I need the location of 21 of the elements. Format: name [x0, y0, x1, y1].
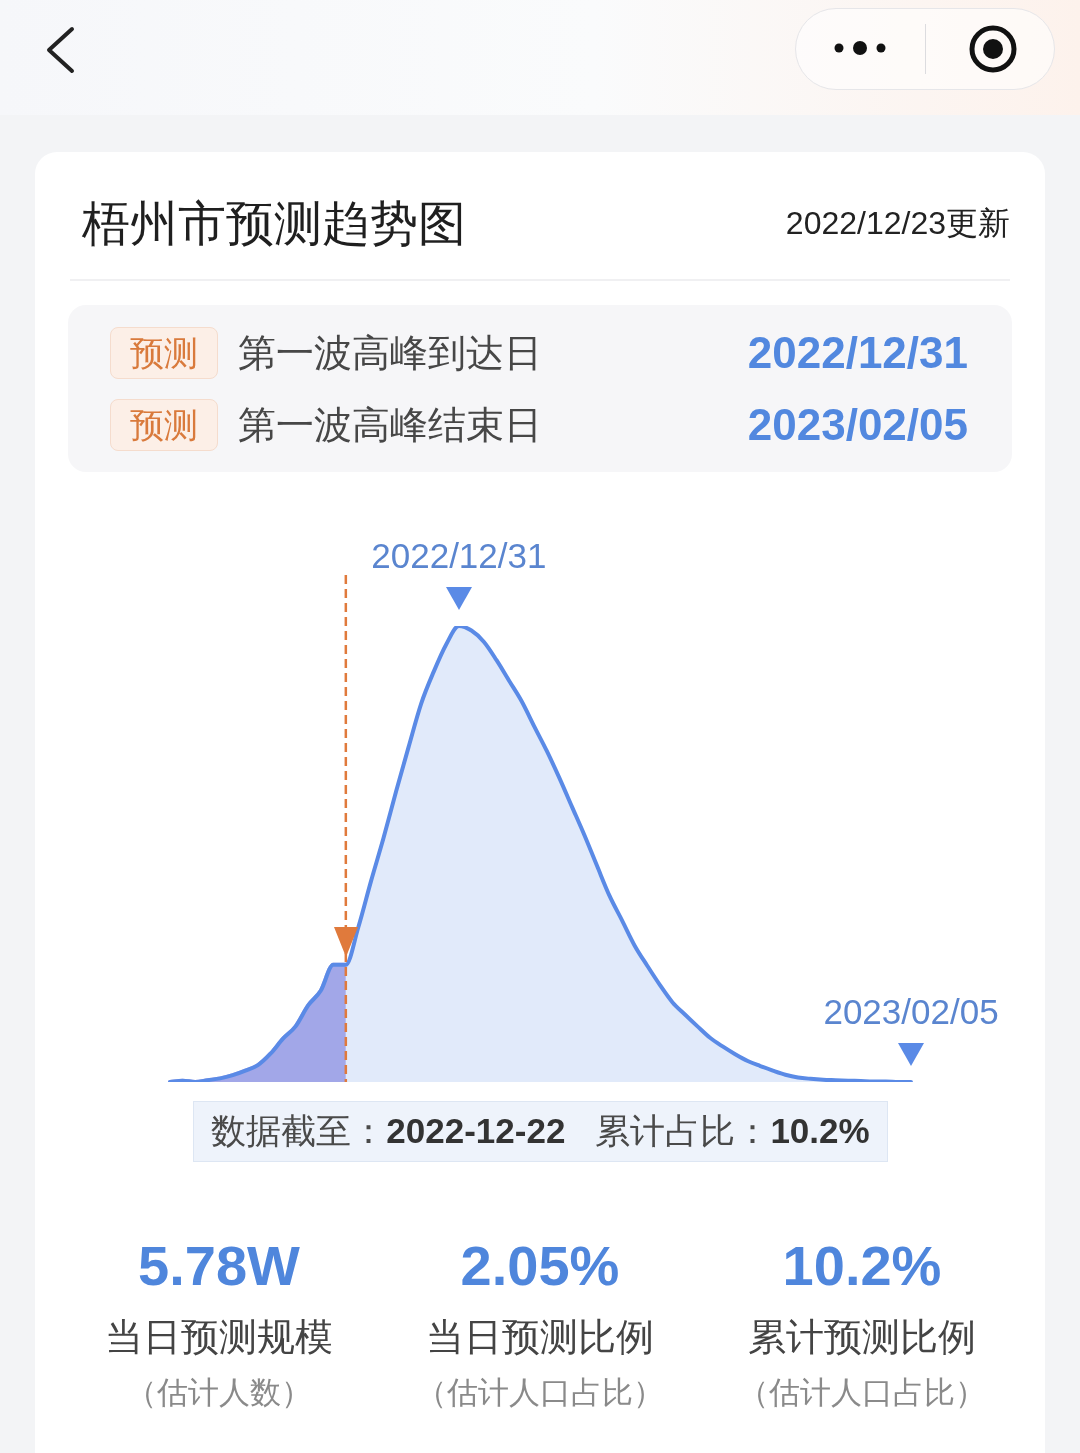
- text: 累计预测比例: [747, 1315, 977, 1360]
- chart-title: 梧州市预测趋势图: [82, 196, 466, 252]
- annotation: 2023/02/05: [823, 992, 999, 1031]
- text: 当日预测比例: [425, 1315, 655, 1360]
- text: 10.2%: [781, 1234, 943, 1298]
- chart-subtitle: 2022/12/23更新: [785, 204, 1010, 243]
- text: 2022/12/31: [747, 327, 968, 379]
- text: 当日预测规模: [104, 1315, 334, 1360]
- text: 第一波高峰到达日: [238, 331, 542, 376]
- text: （估计人口占比）: [737, 1374, 987, 1412]
- text: 第一波高峰结束日: [238, 403, 542, 448]
- text: 预测: [110, 327, 218, 379]
- text: （估计人口占比）: [415, 1374, 665, 1412]
- text: 2023/02/05: [747, 399, 968, 451]
- text: 5.78W: [137, 1234, 301, 1298]
- text: 预测: [110, 399, 218, 451]
- text: 数据截至：2022-12-22: [211, 1110, 566, 1152]
- annotation: 2022/12/31: [371, 536, 547, 575]
- text: （估计人数）: [125, 1374, 313, 1412]
- text: 2.05%: [459, 1234, 621, 1298]
- text: 累计占比：10.2%: [595, 1110, 870, 1152]
